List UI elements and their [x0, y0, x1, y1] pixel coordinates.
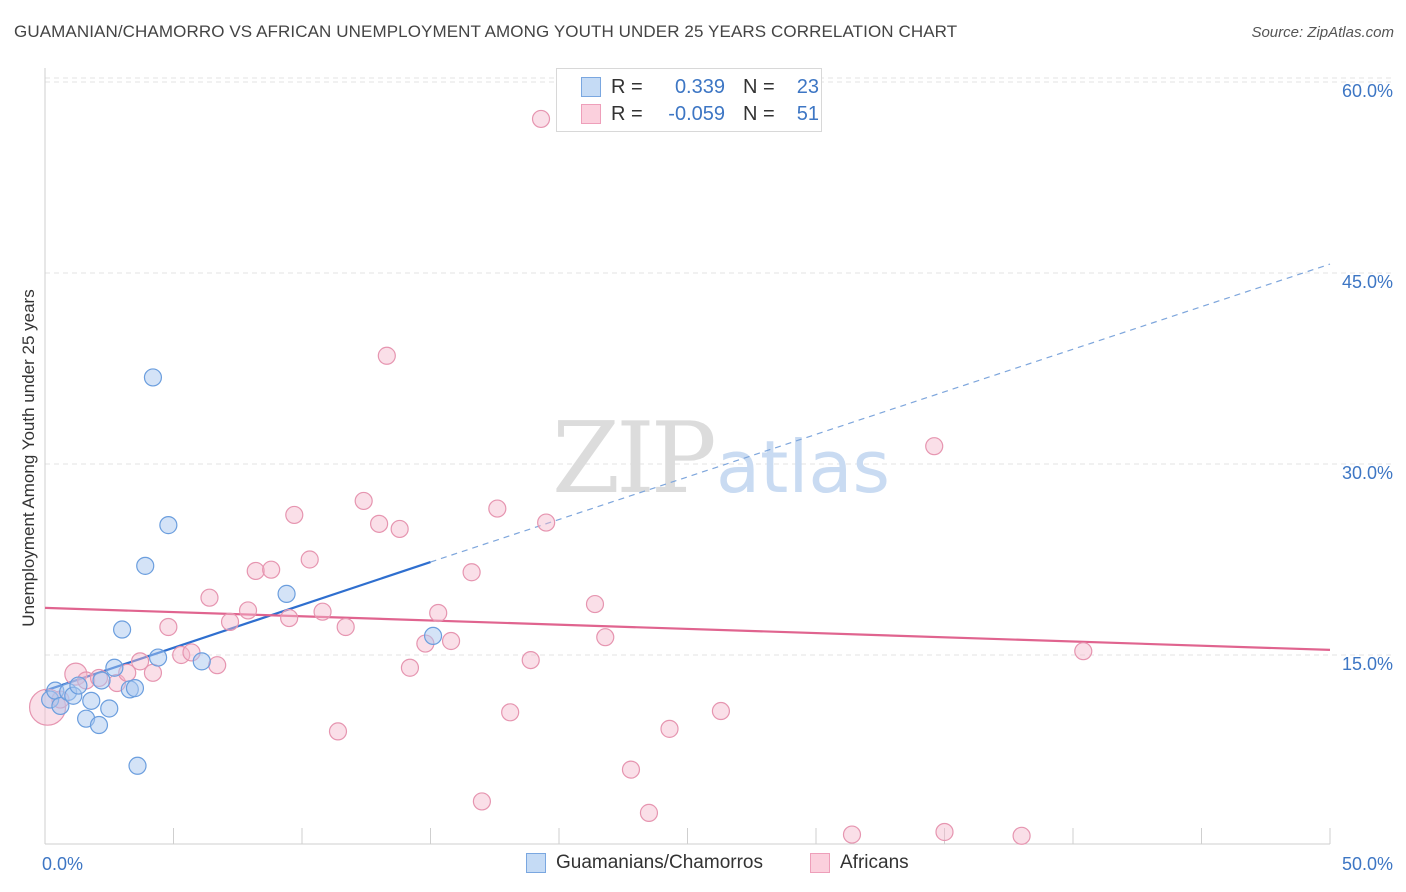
africans-point [220, 612, 240, 631]
africans-point [488, 499, 507, 518]
series-legend: Guamanians/Chamorros Africans [0, 852, 1406, 878]
africans-point [521, 650, 540, 670]
africans-point [462, 563, 481, 582]
africans-point [143, 663, 163, 682]
africans-point [246, 561, 265, 581]
africans-point [660, 719, 679, 738]
guamanians-trend-dashed [430, 263, 1331, 563]
guamanians-point [51, 696, 70, 716]
series-swatch-pink [810, 853, 830, 873]
watermark: ZIP atlas [552, 402, 890, 516]
africans-point [596, 628, 615, 647]
guamanians-point [69, 676, 88, 695]
africans-point [208, 656, 227, 675]
legend-r-label: R = [611, 102, 643, 125]
africans-point [370, 514, 389, 533]
x-tick-label-max: 50.0% [1342, 854, 1393, 874]
source-note: Source: ZipAtlas.com [1251, 24, 1394, 41]
legend-r-label: R = [611, 75, 643, 98]
africans-point [159, 617, 178, 637]
y-tick-label: 30.0% [1342, 463, 1393, 483]
guamanians-point [112, 620, 132, 639]
guamanians-point [92, 671, 111, 690]
guamanians-point [89, 715, 109, 735]
africans-point [400, 658, 420, 677]
correlation-legend: R = 0.339 N = 23 R = -0.059 N = 51 [556, 68, 822, 132]
watermark-zip: ZIP [552, 402, 714, 516]
africans-point [238, 601, 258, 620]
legend-r-value: -0.059 [668, 102, 725, 125]
africans-point [336, 617, 355, 637]
legend-row-africans: R = -0.059 N = 51 [581, 102, 819, 126]
legend-r-value: 0.339 [674, 75, 725, 98]
africans-point [639, 803, 659, 822]
guamanians-points [41, 368, 443, 775]
africans-point [300, 550, 319, 569]
africans-point [390, 519, 409, 539]
y-tick-label: 15.0% [1342, 654, 1393, 674]
x-tick-labels: 0.0% 50.0% [42, 854, 1393, 874]
series-swatch-blue [526, 853, 546, 873]
guamanians-point [143, 368, 163, 387]
africans-point [842, 825, 862, 844]
guamanians-point [148, 648, 168, 667]
guamanians-point [192, 652, 211, 671]
legend-n-value: 23 [796, 75, 819, 98]
africans-point [285, 505, 304, 525]
guamanians-point [105, 658, 124, 677]
africans-point [429, 603, 448, 623]
legend-n-label: N = [743, 75, 775, 98]
series-legend-guamanians: Guamanians/Chamorros [526, 852, 763, 874]
africans-point [354, 491, 373, 511]
legend-n-value: 51 [796, 102, 819, 125]
africans-point [501, 703, 520, 722]
africans-trend [44, 606, 1331, 652]
africans-point [621, 760, 641, 779]
africans-point [313, 602, 332, 621]
series-label-guamanians: Guamanians/Chamorros [556, 852, 763, 873]
africans-point [531, 109, 551, 129]
watermark-atlas: atlas [716, 425, 890, 509]
africans-point [262, 560, 281, 579]
y-tick-label: 45.0% [1342, 272, 1393, 292]
x-tick-label-min: 0.0% [42, 854, 83, 874]
legend-n-label: N = [743, 102, 775, 125]
series-label-africans: Africans [840, 852, 909, 873]
africans-point [585, 594, 605, 614]
guamanians-point [136, 556, 155, 575]
africans-point [935, 822, 954, 842]
africans-point [1074, 642, 1093, 661]
africans-point [328, 722, 348, 741]
guamanians-point [277, 584, 296, 603]
africans-point [1012, 826, 1031, 845]
guamanians-point [423, 626, 443, 646]
guamanians-point [159, 516, 178, 535]
africans-point [280, 608, 299, 628]
chart-title: GUAMANIAN/CHAMORRO VS AFRICAN UNEMPLOYME… [14, 22, 958, 41]
guamanians-point [82, 691, 101, 710]
legend-row-guamanians: R = 0.339 N = 23 [581, 75, 819, 99]
guamanians-point [100, 699, 119, 718]
guamanians-point [128, 756, 147, 775]
legend-swatch-pink [581, 104, 601, 124]
series-legend-africans: Africans [810, 852, 909, 874]
y-tick-labels: 15.0% 30.0% 45.0% 60.0% [1342, 81, 1393, 674]
africans-point [711, 701, 731, 721]
y-axis-label: Unemployment Among Youth under 25 years [19, 289, 38, 626]
africans-point [925, 437, 944, 456]
africans-point [472, 792, 491, 811]
africans-point [377, 346, 396, 365]
legend-swatch-blue [581, 77, 601, 97]
africans-point [130, 652, 150, 671]
guamanians-point [125, 679, 145, 698]
africans-point [441, 631, 461, 651]
y-tick-label: 60.0% [1342, 81, 1393, 101]
africans-point [537, 513, 556, 532]
africans-point [200, 588, 219, 607]
axes [44, 68, 1331, 845]
